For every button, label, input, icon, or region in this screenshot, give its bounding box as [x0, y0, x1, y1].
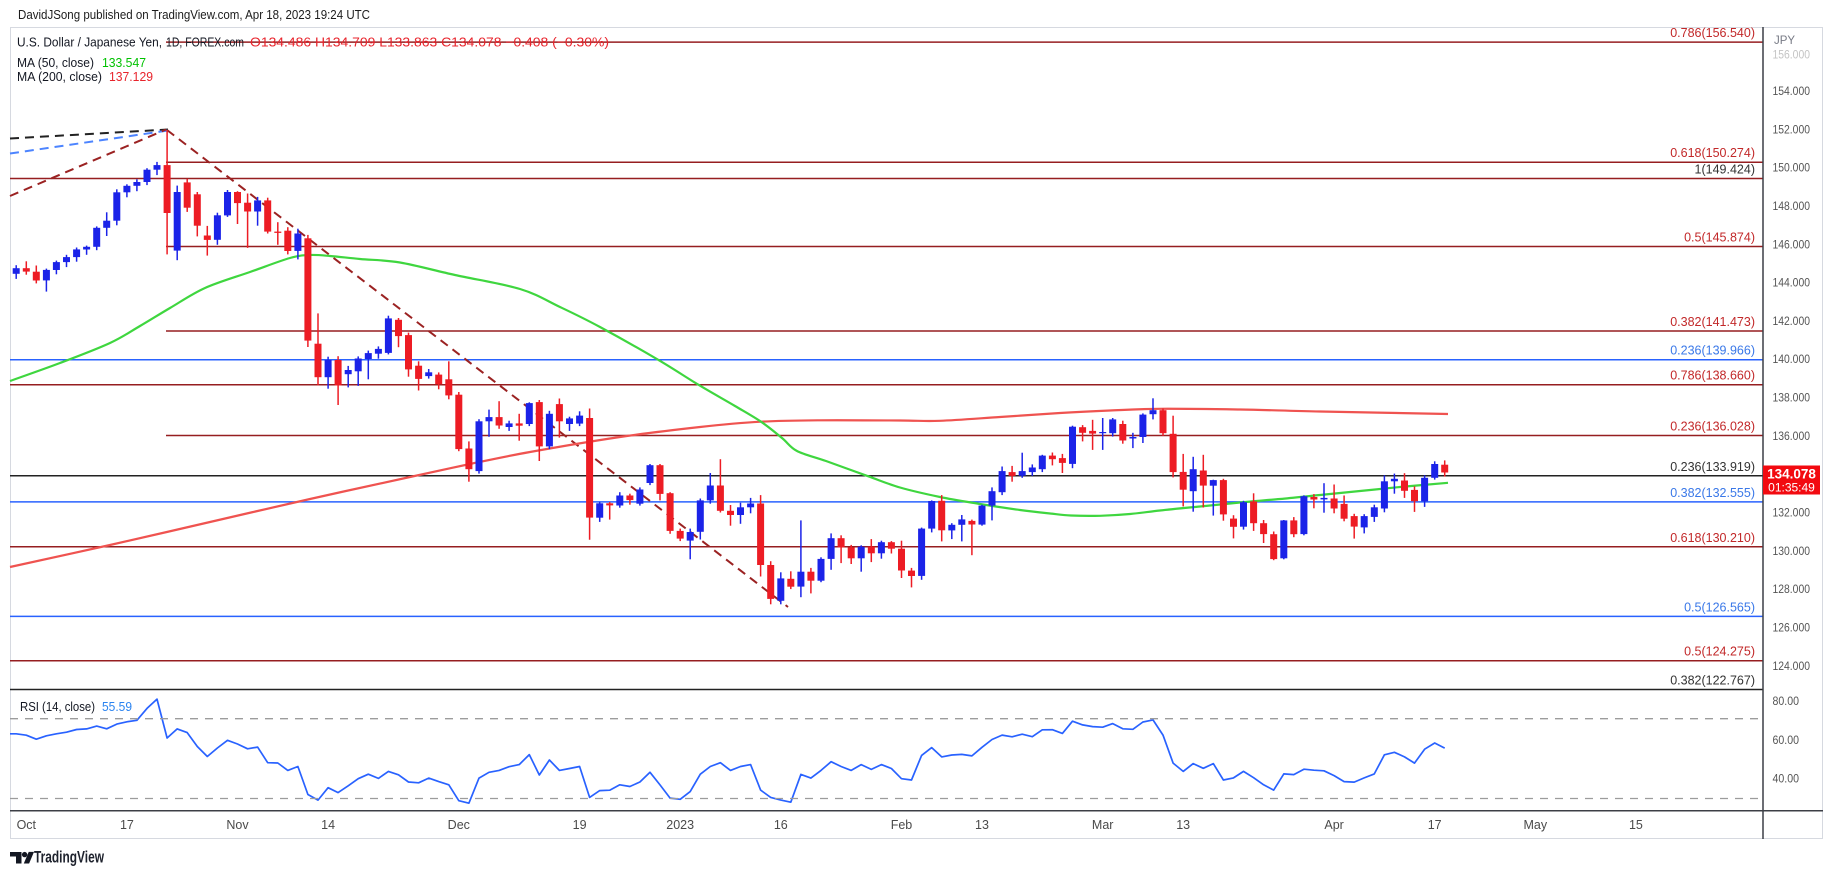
svg-text:16: 16	[774, 818, 788, 832]
svg-text:17: 17	[120, 818, 134, 832]
svg-text:01:35:49: 01:35:49	[1768, 481, 1815, 495]
svg-text:Mar: Mar	[1092, 818, 1114, 832]
svg-text:138.000: 138.000	[1773, 391, 1811, 405]
svg-text:Oct: Oct	[17, 818, 37, 832]
svg-text:2023: 2023	[666, 818, 694, 832]
svg-text:0.236(139.966): 0.236(139.966)	[1670, 344, 1755, 358]
svg-text:0.236(136.028): 0.236(136.028)	[1670, 420, 1755, 434]
svg-text:152.000: 152.000	[1773, 122, 1811, 136]
svg-text:0.618(150.274): 0.618(150.274)	[1670, 146, 1755, 160]
svg-text:156.000: 156.000	[1773, 48, 1811, 62]
svg-text:U.S. Dollar / Japanese Yen,1D,: U.S. Dollar / Japanese Yen, 1D, FOREX.com…	[17, 35, 609, 50]
svg-text:DavidJSong published on Tradin: DavidJSong published on TradingView.com,…	[18, 7, 370, 22]
svg-text:132.000: 132.000	[1773, 506, 1811, 520]
svg-text:146.000: 146.000	[1773, 237, 1811, 251]
svg-text:MA (200, close)137.129: MA (200, close) 137.129	[17, 69, 153, 84]
svg-text:JPY: JPY	[1774, 35, 1795, 47]
svg-text:124.000: 124.000	[1773, 659, 1811, 673]
svg-text:0.618(130.210): 0.618(130.210)	[1670, 531, 1755, 545]
svg-text:Apr: Apr	[1324, 818, 1343, 832]
svg-text:May: May	[1523, 818, 1547, 832]
svg-text:128.000: 128.000	[1773, 582, 1811, 596]
svg-text:14: 14	[321, 818, 335, 832]
svg-text:1(149.424): 1(149.424)	[1695, 163, 1755, 177]
svg-text:142.000: 142.000	[1773, 314, 1811, 328]
svg-text:TradingView: TradingView	[34, 849, 104, 867]
svg-text:40.00: 40.00	[1773, 771, 1800, 785]
svg-text:136.000: 136.000	[1773, 429, 1811, 443]
svg-text:150.000: 150.000	[1773, 161, 1811, 175]
svg-text:Feb: Feb	[891, 818, 913, 832]
svg-text:130.000: 130.000	[1773, 544, 1811, 558]
svg-text:0.786(156.540): 0.786(156.540)	[1670, 26, 1755, 40]
svg-text:Nov: Nov	[226, 818, 249, 832]
svg-text:154.000: 154.000	[1773, 84, 1811, 98]
svg-text:126.000: 126.000	[1773, 621, 1811, 635]
svg-text:140.000: 140.000	[1773, 352, 1811, 366]
svg-text:0.786(138.660): 0.786(138.660)	[1670, 369, 1755, 383]
svg-text:13: 13	[1176, 818, 1190, 832]
svg-text:80.00: 80.00	[1773, 694, 1800, 708]
svg-text:13: 13	[975, 818, 989, 832]
svg-text:15: 15	[1629, 818, 1643, 832]
svg-text:17: 17	[1428, 818, 1442, 832]
svg-text:MA (50, close)133.547: MA (50, close) 133.547	[17, 55, 146, 70]
svg-text:19: 19	[573, 818, 587, 832]
svg-text:144.000: 144.000	[1773, 276, 1811, 290]
svg-text:148.000: 148.000	[1773, 199, 1811, 213]
svg-text:0.236(133.919): 0.236(133.919)	[1670, 460, 1755, 474]
svg-text:0.5(124.275): 0.5(124.275)	[1684, 645, 1755, 659]
svg-text:134.078: 134.078	[1767, 467, 1816, 482]
svg-text:0.382(122.767): 0.382(122.767)	[1670, 674, 1755, 688]
svg-text:60.00: 60.00	[1773, 733, 1800, 747]
svg-text:0.5(126.565): 0.5(126.565)	[1684, 600, 1755, 614]
svg-text:0.5(145.874): 0.5(145.874)	[1684, 231, 1755, 245]
svg-text:0.382(141.473): 0.382(141.473)	[1670, 315, 1755, 329]
svg-text:Dec: Dec	[448, 818, 470, 832]
svg-text:RSI (14, close)55.59: RSI (14, close) 55.59	[20, 699, 132, 714]
svg-text:0.382(132.555): 0.382(132.555)	[1670, 486, 1755, 500]
